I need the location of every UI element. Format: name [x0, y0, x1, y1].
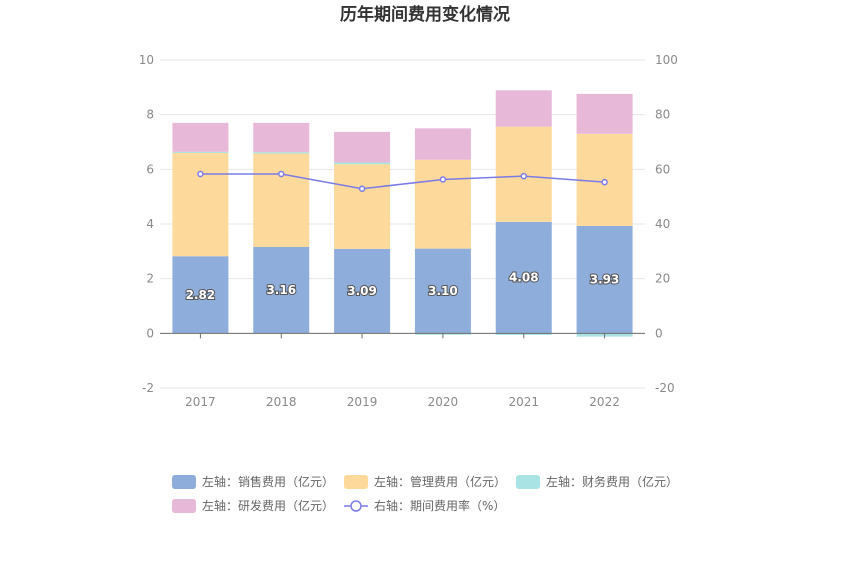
legend-swatch — [516, 475, 540, 489]
bar-value-label: 2.82 — [186, 288, 216, 302]
rate-point — [197, 170, 204, 178]
left-tick-label: -2 — [142, 381, 154, 395]
right-tick-label: 40 — [655, 217, 670, 231]
rd-bar — [172, 122, 229, 152]
x-axis — [160, 332, 645, 339]
x-tick-label: 2021 — [508, 395, 539, 409]
left-tick-label: 4 — [146, 217, 154, 231]
finance-bar — [172, 151, 229, 153]
left-tick-label: 10 — [139, 53, 154, 67]
rate-point — [278, 170, 285, 178]
bar-value-label: 3.93 — [590, 273, 620, 287]
bar-value-label: 3.09 — [347, 284, 377, 298]
rd-bar — [576, 93, 633, 134]
right-tick-label: 20 — [655, 272, 670, 286]
grid — [160, 59, 645, 389]
right-tick-label: -20 — [655, 381, 675, 395]
x-tick-label: 2017 — [185, 395, 216, 409]
rd-bar — [334, 131, 391, 163]
sales-bar — [253, 246, 310, 334]
rd-bar — [495, 90, 552, 127]
admin-bar — [414, 159, 471, 249]
sales-bar — [414, 248, 471, 334]
chart-title: 历年期间费用变化情况 — [340, 4, 510, 25]
finance-bar — [253, 152, 310, 154]
bar-value-label: 3.16 — [266, 283, 296, 297]
admin-bar — [334, 164, 391, 249]
rate-line-path — [200, 173, 605, 190]
bars — [172, 90, 633, 337]
rd-bar — [253, 122, 310, 153]
legend-marker — [350, 500, 362, 512]
right-tick-label: 0 — [655, 326, 663, 340]
rate-point — [520, 172, 527, 180]
legend-label[interactable]: 左轴：财务费用（亿元） — [546, 474, 678, 489]
legend-swatch — [344, 475, 368, 489]
admin-bar — [172, 152, 229, 257]
right-axis-ticks: -20 0 20 40 60 80 100 — [655, 53, 678, 395]
sales-bar — [576, 225, 633, 334]
legend-label[interactable]: 右轴：期间费用率（%） — [374, 498, 505, 513]
legend-swatch — [172, 499, 196, 513]
rate-point — [358, 185, 366, 192]
legend-swatch — [172, 475, 196, 489]
finance-bar — [334, 162, 391, 165]
sales-bar — [495, 221, 552, 334]
bar-value-label: 3.10 — [428, 284, 458, 298]
admin-bar — [253, 153, 310, 247]
left-tick-label: 6 — [146, 162, 154, 176]
right-tick-label: 60 — [655, 162, 670, 176]
bar-value-label: 4.08 — [509, 271, 539, 285]
x-tick-label: 2020 — [428, 395, 459, 409]
sales-bar — [334, 248, 391, 334]
x-tick-label: 2022 — [589, 395, 620, 409]
sales-bar — [172, 256, 229, 334]
left-tick-label: 8 — [146, 108, 154, 122]
x-tick-label: 2018 — [266, 395, 297, 409]
left-tick-label: 0 — [146, 326, 154, 340]
right-tick-label: 80 — [655, 108, 670, 122]
rate-line — [197, 170, 608, 192]
legend: 左轴：销售费用（亿元） 左轴：管理费用（亿元） 左轴：财务费用（亿元） 左轴：研发费用… — [172, 474, 678, 513]
legend-label[interactable]: 左轴：管理费用（亿元） — [374, 474, 506, 489]
left-tick-label: 2 — [146, 272, 154, 286]
left-axis-ticks: -2 0 2 4 6 8 10 — [139, 53, 154, 395]
legend-label[interactable]: 左轴：研发费用（亿元） — [202, 498, 334, 513]
legend-label[interactable]: 左轴：销售费用（亿元） — [202, 474, 334, 489]
rd-bar — [414, 128, 471, 160]
right-tick-label: 100 — [655, 53, 678, 67]
x-axis-ticks: 2017 2018 2019 2020 2021 2022 — [185, 395, 620, 409]
rate-point — [439, 176, 447, 183]
rate-point — [601, 178, 608, 186]
bar-labels: 2.82 3.16 3.09 3.10 4.08 3.93 — [185, 270, 621, 303]
x-tick-label: 2019 — [347, 395, 378, 409]
